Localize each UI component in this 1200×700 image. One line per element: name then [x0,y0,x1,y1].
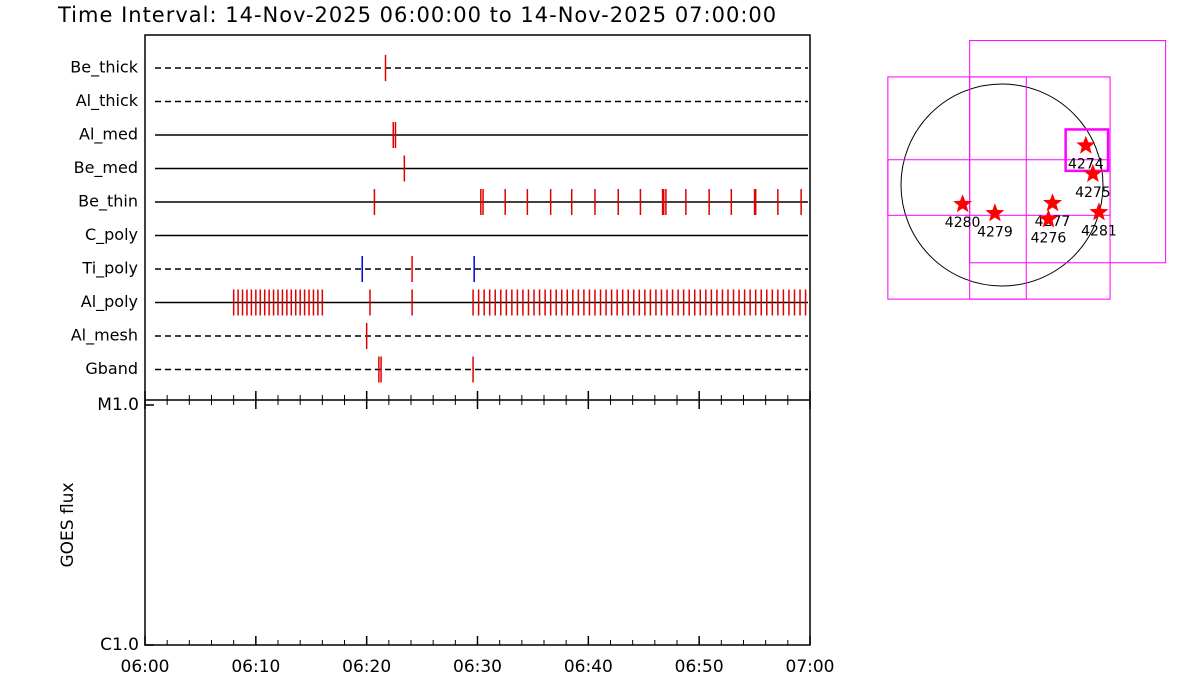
region-star [985,203,1005,222]
x-tick-label: 06:20 [342,657,391,677]
row-label: C_poly [85,225,138,245]
region-label: 4275 [1075,185,1111,201]
region-star [1038,209,1058,228]
y-axis-label: GOES flux [58,482,78,567]
region-star [1089,202,1109,221]
region-label: 4281 [1081,223,1117,239]
y-tick-label: M1.0 [97,395,139,415]
row-label: Al_med [79,125,138,145]
x-tick-label: 06:50 [675,657,724,677]
row-label: Al_mesh [71,326,138,346]
x-tick-label: 06:00 [121,657,170,677]
row-label: Al_poly [81,292,138,312]
row-label: Ti_poly [81,259,138,279]
solar-disk [900,83,1104,287]
region-star [1076,135,1096,154]
region-label: 4280 [945,215,981,231]
region-label: 4276 [1031,230,1067,246]
plot-frame [144,34,811,646]
fov-box [969,76,1027,300]
chart-title: Time Interval: 14-Nov-2025 06:00:00 to 1… [57,3,777,27]
row-label: Al_thick [76,91,139,111]
row-label: Gband [85,359,138,378]
x-tick-label: 06:10 [231,657,280,677]
region-label: 4274 [1068,157,1104,173]
row-label: Be_med [74,158,138,178]
row-label: Be_thick [70,58,138,78]
region-star [953,194,973,213]
region-label: 4279 [977,224,1013,240]
x-tick-label: 07:00 [786,657,835,677]
y-tick-label: C1.0 [100,635,139,655]
region-star [1043,193,1062,212]
x-tick-label: 06:40 [564,657,613,677]
x-tick-label: 06:30 [453,657,502,677]
row-label: Be_thin [78,192,138,212]
region-star [1083,163,1103,182]
